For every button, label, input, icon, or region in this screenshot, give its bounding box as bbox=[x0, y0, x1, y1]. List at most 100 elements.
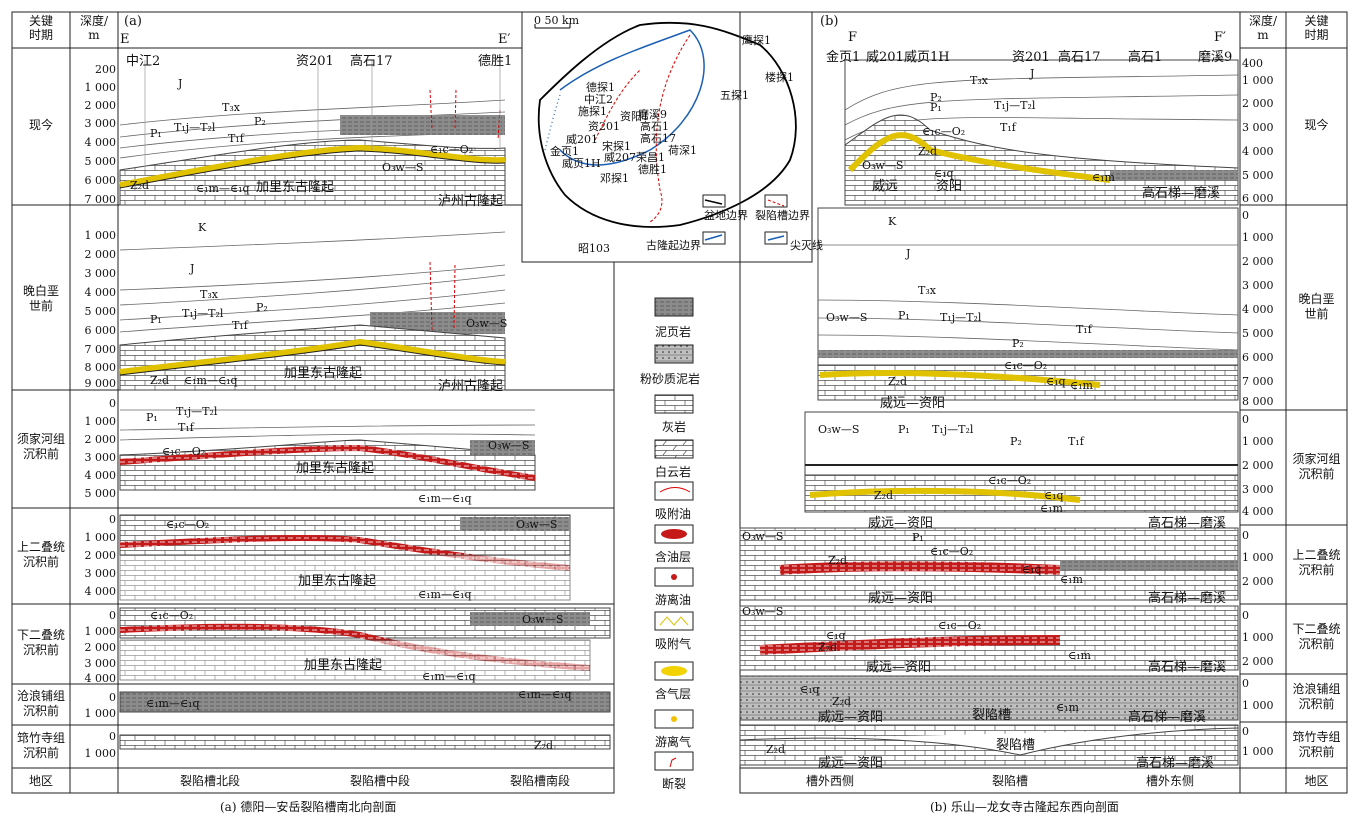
left-tick: 0 bbox=[109, 609, 116, 622]
right-well: 金页1 bbox=[826, 50, 861, 65]
right-tick: 6 000 bbox=[1242, 192, 1274, 205]
right-label-e1m: ∈₁m bbox=[1092, 171, 1115, 184]
right-section-present bbox=[844, 59, 1239, 206]
left-tick: 1 000 bbox=[84, 625, 117, 638]
right-label-wyzy6: 威远—资阳 bbox=[818, 756, 884, 771]
left-footer-region: 地区 bbox=[28, 774, 53, 788]
right-tick: 4 000 bbox=[1242, 505, 1274, 518]
left-label-t1f3: T₁f bbox=[178, 421, 194, 434]
left-label-uplift: 加里东古隆起 bbox=[256, 180, 335, 195]
left-tick: 6 000 bbox=[84, 174, 117, 187]
right-tick: 7 000 bbox=[1242, 375, 1274, 388]
right-era-present: 现今 bbox=[1304, 118, 1329, 132]
right-section-z bbox=[739, 724, 1239, 766]
map-town: 楼探1 bbox=[765, 71, 794, 84]
legend-oil-layer: 含油层 bbox=[655, 550, 692, 564]
left-label-k: K bbox=[198, 221, 207, 234]
left-label-e1m: ∈₁m—∈₁q bbox=[196, 182, 250, 195]
left-label-uplift4: 加里东古隆起 bbox=[298, 574, 377, 589]
right-label-k: K bbox=[888, 215, 897, 228]
right-era-p1: 下二叠统 沉积前 bbox=[1292, 622, 1341, 651]
left-end-e: E bbox=[120, 32, 130, 47]
right-label-t1f3: T₁f bbox=[1068, 435, 1084, 448]
right-label-rift1: 裂陷槽 bbox=[972, 708, 1012, 723]
map-town: 资201 bbox=[588, 120, 620, 133]
right-tick: 1 000 bbox=[1242, 435, 1274, 448]
map-legend-rift: 裂陷槽边界 bbox=[755, 209, 810, 222]
right-label-t3x2: T₃x bbox=[918, 284, 936, 297]
left-tick: 1 000 bbox=[84, 707, 117, 720]
left-tick: 0 bbox=[109, 691, 116, 704]
left-grid bbox=[11, 11, 615, 794]
right-label-t1f: T₁f bbox=[1000, 121, 1016, 134]
right-tick: 0 bbox=[1242, 529, 1249, 542]
right-tick: 1 000 bbox=[1242, 631, 1274, 644]
right-label-t1f2: T₁f bbox=[1076, 323, 1092, 336]
right-label-p23: P₂ bbox=[1010, 435, 1022, 448]
legend-limestone: 灰岩 bbox=[662, 420, 687, 434]
right-label-p22: P₂ bbox=[1012, 337, 1024, 350]
right-tick: 2 000 bbox=[1242, 97, 1274, 110]
right-label-z2d4: Z₂d bbox=[828, 554, 848, 567]
left-label-e1m3: ∈₁m—∈₁q bbox=[418, 492, 472, 505]
legend-free-oil: 游离油 bbox=[655, 593, 692, 607]
left-section-p1 bbox=[119, 607, 611, 681]
left-label-o3w2: O₃w—S bbox=[466, 317, 508, 330]
right-label-gsm6: 高石梯—磨溪 bbox=[1136, 756, 1215, 771]
right-label-e1q6: ∈₁q bbox=[800, 683, 820, 696]
left-tick: 3 000 bbox=[84, 117, 117, 130]
right-footer-region: 地区 bbox=[1304, 774, 1329, 788]
right-label-e1m6: ∈₁m bbox=[1056, 701, 1079, 714]
map-legend-basin: 盆地边界 bbox=[704, 209, 748, 222]
right-label-p14: P₁ bbox=[912, 531, 924, 544]
right-label-e1q: ∈₁q bbox=[934, 167, 954, 180]
right-well: 威页1H bbox=[904, 50, 950, 65]
right-label-wyzy3: 威远—资阳 bbox=[868, 591, 934, 606]
left-section-c bbox=[119, 691, 611, 713]
right-section-p2 bbox=[739, 527, 1239, 601]
right-label-rift2: 裂陷槽 bbox=[996, 738, 1036, 753]
left-label-z2d: Z₂d bbox=[130, 179, 150, 192]
map-town: 威201 bbox=[566, 133, 598, 146]
left-tick: 2 000 bbox=[84, 641, 117, 654]
right-label-wyzy4: 威远—资阳 bbox=[866, 660, 932, 675]
right-label-o3w4: O₃w—S bbox=[742, 530, 784, 543]
right-tick: 0 bbox=[1242, 413, 1249, 426]
right-label-wyzy: 威远—资阳 bbox=[880, 396, 946, 411]
right-label-e1c: ∈₁c—O₂ bbox=[922, 125, 966, 138]
right-label-e1m2: ∈₁m bbox=[1070, 379, 1093, 392]
right-tick: 8 000 bbox=[1242, 395, 1274, 408]
map-town: 德探1 bbox=[586, 81, 615, 94]
right-tick: 3 000 bbox=[1242, 121, 1274, 134]
left-section-z bbox=[119, 734, 611, 750]
left-tick: 1 000 bbox=[84, 81, 117, 94]
legend-adsorbed-gas: 吸附气 bbox=[655, 637, 692, 651]
left-label-t1j2: T₁j—T₂l bbox=[182, 307, 224, 320]
legend-swatches bbox=[654, 297, 694, 771]
left-well-zi201: 资201 bbox=[296, 54, 334, 69]
left-tick: 3 000 bbox=[84, 267, 117, 280]
right-label-wyzy2: 威远—资阳 bbox=[868, 516, 934, 531]
right-label-o3w5: O₃w—S bbox=[742, 605, 784, 618]
right-well: 磨溪9 bbox=[1198, 50, 1233, 65]
left-era-c: 沧浪铺组 沉积前 bbox=[16, 689, 65, 718]
left-tick: 2 000 bbox=[84, 248, 117, 261]
right-label-e1c5: ∈₁c—O₂ bbox=[938, 619, 982, 632]
right-section-p1 bbox=[739, 605, 1239, 671]
left-section-x bbox=[119, 409, 536, 491]
left-tick: 2 000 bbox=[84, 549, 117, 562]
right-label-p2: P₂ bbox=[930, 91, 942, 104]
right-label-o3w: O₃w—S bbox=[862, 159, 904, 172]
left-label-t1f: T₁f bbox=[228, 132, 244, 145]
legend-free-gas: 游离气 bbox=[655, 735, 692, 749]
left-era-k: 晚白垩 世前 bbox=[22, 284, 59, 313]
left-label-e1m7: ∈₁m—∈₁q bbox=[518, 688, 572, 701]
right-label-t1j: T₁j—T₂l bbox=[994, 99, 1036, 112]
left-tick: 5 000 bbox=[84, 155, 117, 168]
map-town: 荷深1 bbox=[668, 144, 697, 157]
left-tick: 3 000 bbox=[84, 657, 117, 670]
right-label-o3w2: O₃w—S bbox=[826, 311, 868, 324]
right-tick: 0 bbox=[1242, 677, 1249, 690]
right-footer-west: 槽外西侧 bbox=[805, 774, 854, 788]
legend-shale: 泥页岩 bbox=[655, 325, 692, 339]
